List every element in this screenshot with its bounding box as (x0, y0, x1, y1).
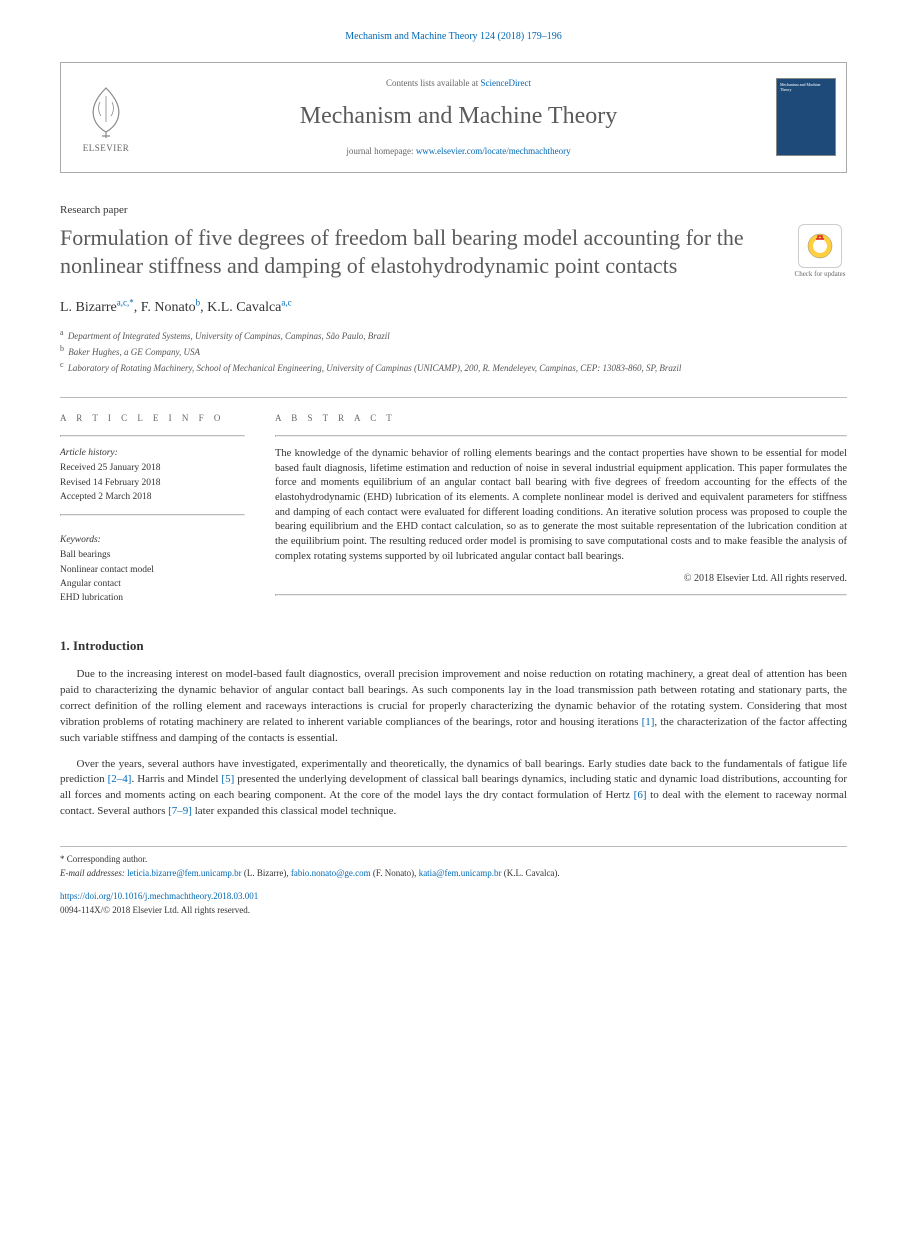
email-label: E-mail addresses: (60, 868, 127, 878)
email-who: (L. Bizarre), (242, 868, 291, 878)
ref-link[interactable]: [7–9] (168, 805, 192, 817)
history-item: Revised 14 February 2018 (60, 477, 245, 490)
divider (60, 397, 847, 398)
publisher-name: ELSEVIER (83, 142, 130, 155)
elsevier-tree-icon (76, 80, 136, 140)
author: F. Nonatob, (141, 300, 207, 315)
body-paragraph: Over the years, several authors have inv… (60, 757, 847, 821)
affiliation: b Baker Hughes, a GE Company, USA (60, 343, 847, 359)
ref-link[interactable]: [1] (642, 716, 655, 728)
ref-link[interactable]: [2–4] (108, 773, 132, 785)
keyword-item: Ball bearings (60, 549, 245, 562)
keyword-item: EHD lubrication (60, 592, 245, 605)
footnotes: * Corresponding author. E-mail addresses… (60, 846, 847, 917)
contents-line: Contents lists available at ScienceDirec… (161, 77, 756, 90)
email-who: (K.L. Cavalca). (501, 868, 559, 878)
citation-header: Mechanism and Machine Theory 124 (2018) … (60, 30, 847, 44)
email-link[interactable]: katia@fem.unicamp.br (419, 868, 502, 878)
crossmark-badge-icon (798, 224, 842, 268)
abstract-copyright: © 2018 Elsevier Ltd. All rights reserved… (275, 572, 847, 586)
cover-thumbnail: Mechanism and Machine Theory (766, 63, 846, 172)
email-addresses-line: E-mail addresses: leticia.bizarre@fem.un… (60, 867, 847, 881)
abstract-label: A B S T R A C T (275, 412, 847, 425)
author: K.L. Cavalcaa,c (207, 300, 292, 315)
homepage-link[interactable]: www.elsevier.com/locate/mechmachtheory (416, 146, 571, 156)
affiliation: c Laboratory of Rotating Machinery, Scho… (60, 359, 847, 375)
corresponding-author-label: * Corresponding author. (60, 853, 847, 867)
author: L. Bizarrea,c,*, (60, 300, 141, 315)
history-item: Accepted 2 March 2018 (60, 491, 245, 504)
article-title: Formulation of five degrees of freedom b… (60, 224, 773, 279)
affiliations-block: a Department of Integrated Systems, Univ… (60, 327, 847, 375)
issn-copyright: 0094-114X/© 2018 Elsevier Ltd. All right… (60, 904, 847, 918)
abstract-end-divider (275, 594, 847, 596)
article-type: Research paper (60, 203, 847, 218)
contents-prefix: Contents lists available at (386, 78, 480, 88)
abstract-text: The knowledge of the dynamic behavior of… (275, 447, 847, 565)
doi-line: https://doi.org/10.1016/j.mechmachtheory… (60, 890, 847, 904)
info-divider (60, 514, 245, 516)
ref-link[interactable]: [5] (221, 773, 234, 785)
article-info-label: A R T I C L E I N F O (60, 412, 245, 425)
history-label: Article history: (60, 447, 245, 460)
email-link[interactable]: fabio.nonato@ge.com (291, 868, 371, 878)
authors-line: L. Bizarrea,c,*, F. Nonatob, K.L. Cavalc… (60, 296, 847, 317)
affiliation: a Department of Integrated Systems, Univ… (60, 327, 847, 343)
article-info-column: A R T I C L E I N F O Article history: R… (60, 412, 245, 606)
homepage-prefix: journal homepage: (346, 146, 415, 156)
section-heading: 1. Introduction (60, 637, 847, 655)
elsevier-logo: ELSEVIER (61, 63, 151, 172)
check-updates-widget[interactable]: Check for updates (793, 224, 847, 280)
keyword-item: Nonlinear contact model (60, 564, 245, 577)
journal-header-box: ELSEVIER Contents lists available at Sci… (60, 62, 847, 173)
journal-cover-image: Mechanism and Machine Theory (776, 78, 836, 156)
keyword-item: Angular contact (60, 578, 245, 591)
email-link[interactable]: leticia.bizarre@fem.unicamp.br (127, 868, 241, 878)
check-updates-label: Check for updates (793, 270, 847, 280)
keywords-label: Keywords: (60, 534, 245, 547)
journal-title: Mechanism and Machine Theory (161, 100, 756, 134)
history-item: Received 25 January 2018 (60, 462, 245, 475)
info-divider (60, 435, 245, 437)
sciencedirect-link[interactable]: ScienceDirect (481, 78, 531, 88)
doi-link[interactable]: https://doi.org/10.1016/j.mechmachtheory… (60, 891, 258, 901)
homepage-line: journal homepage: www.elsevier.com/locat… (161, 145, 756, 158)
abstract-column: A B S T R A C T The knowledge of the dyn… (275, 412, 847, 606)
abstract-divider (275, 435, 847, 437)
journal-center: Contents lists available at ScienceDirec… (151, 63, 766, 172)
body-paragraph: Due to the increasing interest on model-… (60, 667, 847, 747)
ref-link[interactable]: [6] (634, 789, 647, 801)
email-who: (F. Nonato), (371, 868, 419, 878)
cover-text: Mechanism and Machine Theory (780, 83, 832, 93)
